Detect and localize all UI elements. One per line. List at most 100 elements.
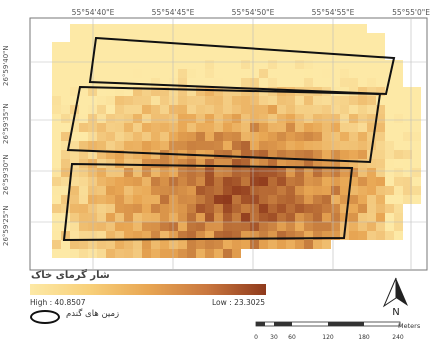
raster-cell bbox=[322, 177, 331, 186]
raster-cell bbox=[367, 123, 376, 132]
raster-cell bbox=[367, 222, 376, 231]
raster-cell bbox=[214, 204, 223, 213]
raster-cell bbox=[241, 186, 250, 195]
raster-cell bbox=[376, 105, 385, 114]
raster-cell bbox=[205, 78, 214, 87]
raster-cell bbox=[196, 96, 205, 105]
raster-cell bbox=[106, 195, 115, 204]
raster-cell bbox=[97, 222, 106, 231]
latitude-label: 26°59'25"N bbox=[2, 205, 10, 246]
raster-cell bbox=[322, 42, 331, 51]
raster-cell bbox=[205, 60, 214, 69]
raster-cell bbox=[169, 159, 178, 168]
raster-cell bbox=[142, 96, 151, 105]
raster-cell bbox=[367, 105, 376, 114]
raster-cell bbox=[394, 159, 403, 168]
raster-cell bbox=[295, 222, 304, 231]
raster-cell bbox=[205, 222, 214, 231]
raster-cell bbox=[358, 231, 367, 240]
raster-cell bbox=[151, 51, 160, 60]
raster-cell bbox=[88, 222, 97, 231]
raster-cell bbox=[52, 78, 61, 87]
raster-cell bbox=[304, 240, 313, 249]
raster-cell bbox=[133, 240, 142, 249]
raster-cell bbox=[151, 42, 160, 51]
raster-cell bbox=[241, 159, 250, 168]
raster-cell bbox=[232, 168, 241, 177]
raster-cell bbox=[205, 69, 214, 78]
raster-cell bbox=[151, 60, 160, 69]
raster-cell bbox=[403, 105, 412, 114]
raster-cell bbox=[358, 186, 367, 195]
raster-cell bbox=[268, 168, 277, 177]
raster-cell bbox=[367, 204, 376, 213]
raster-cell bbox=[313, 114, 322, 123]
raster-cell bbox=[358, 132, 367, 141]
raster-cell bbox=[304, 51, 313, 60]
raster-cell bbox=[331, 168, 340, 177]
raster-cell bbox=[124, 177, 133, 186]
raster-cell bbox=[358, 60, 367, 69]
raster-cell bbox=[331, 177, 340, 186]
raster-cell bbox=[169, 186, 178, 195]
raster-cell bbox=[367, 132, 376, 141]
raster-cell bbox=[394, 213, 403, 222]
legend-high-label: High : 40.8507 bbox=[30, 298, 86, 307]
raster-cell bbox=[196, 195, 205, 204]
raster-cell bbox=[106, 213, 115, 222]
wheat-fields bbox=[62, 36, 396, 242]
raster-cell bbox=[331, 132, 340, 141]
raster-cell bbox=[367, 159, 376, 168]
raster-cell bbox=[403, 96, 412, 105]
raster-cell bbox=[133, 177, 142, 186]
raster-cell bbox=[88, 33, 97, 42]
raster-cell bbox=[124, 150, 133, 159]
raster-cell bbox=[169, 42, 178, 51]
raster-cell bbox=[79, 141, 88, 150]
raster-cell bbox=[52, 132, 61, 141]
raster-cell bbox=[241, 141, 250, 150]
raster-cell bbox=[79, 105, 88, 114]
raster-cell bbox=[160, 114, 169, 123]
raster-cell bbox=[142, 60, 151, 69]
raster-cell bbox=[106, 168, 115, 177]
raster-cell bbox=[259, 60, 268, 69]
raster-cell bbox=[259, 69, 268, 78]
raster-cell bbox=[142, 78, 151, 87]
raster-cell bbox=[88, 150, 97, 159]
raster-cell bbox=[88, 249, 97, 258]
raster-cell bbox=[286, 33, 295, 42]
raster-cell bbox=[241, 213, 250, 222]
raster-cell bbox=[133, 195, 142, 204]
raster-cell bbox=[385, 213, 394, 222]
raster-cell bbox=[70, 33, 79, 42]
raster-cell bbox=[349, 222, 358, 231]
raster-cell bbox=[196, 78, 205, 87]
raster-cell bbox=[214, 195, 223, 204]
raster-cell bbox=[304, 195, 313, 204]
raster-cell bbox=[241, 60, 250, 69]
raster-cell bbox=[88, 105, 97, 114]
raster-cell bbox=[106, 33, 115, 42]
raster-cell bbox=[160, 168, 169, 177]
raster-cell bbox=[124, 195, 133, 204]
raster-cell bbox=[322, 240, 331, 249]
raster-cell bbox=[61, 78, 70, 87]
raster-cell bbox=[97, 87, 106, 96]
raster-cell bbox=[241, 222, 250, 231]
raster-cell bbox=[313, 150, 322, 159]
raster-cell bbox=[403, 168, 412, 177]
raster-cell bbox=[70, 42, 79, 51]
raster-cell bbox=[295, 24, 304, 33]
raster-cell bbox=[106, 231, 115, 240]
raster-cell bbox=[286, 78, 295, 87]
raster-cell bbox=[367, 60, 376, 69]
raster-cell bbox=[340, 150, 349, 159]
raster-cell bbox=[187, 240, 196, 249]
raster-cell bbox=[376, 186, 385, 195]
raster-cell bbox=[223, 69, 232, 78]
raster-cell bbox=[187, 24, 196, 33]
raster-cell bbox=[340, 60, 349, 69]
raster-cell bbox=[313, 123, 322, 132]
raster-cell bbox=[367, 96, 376, 105]
